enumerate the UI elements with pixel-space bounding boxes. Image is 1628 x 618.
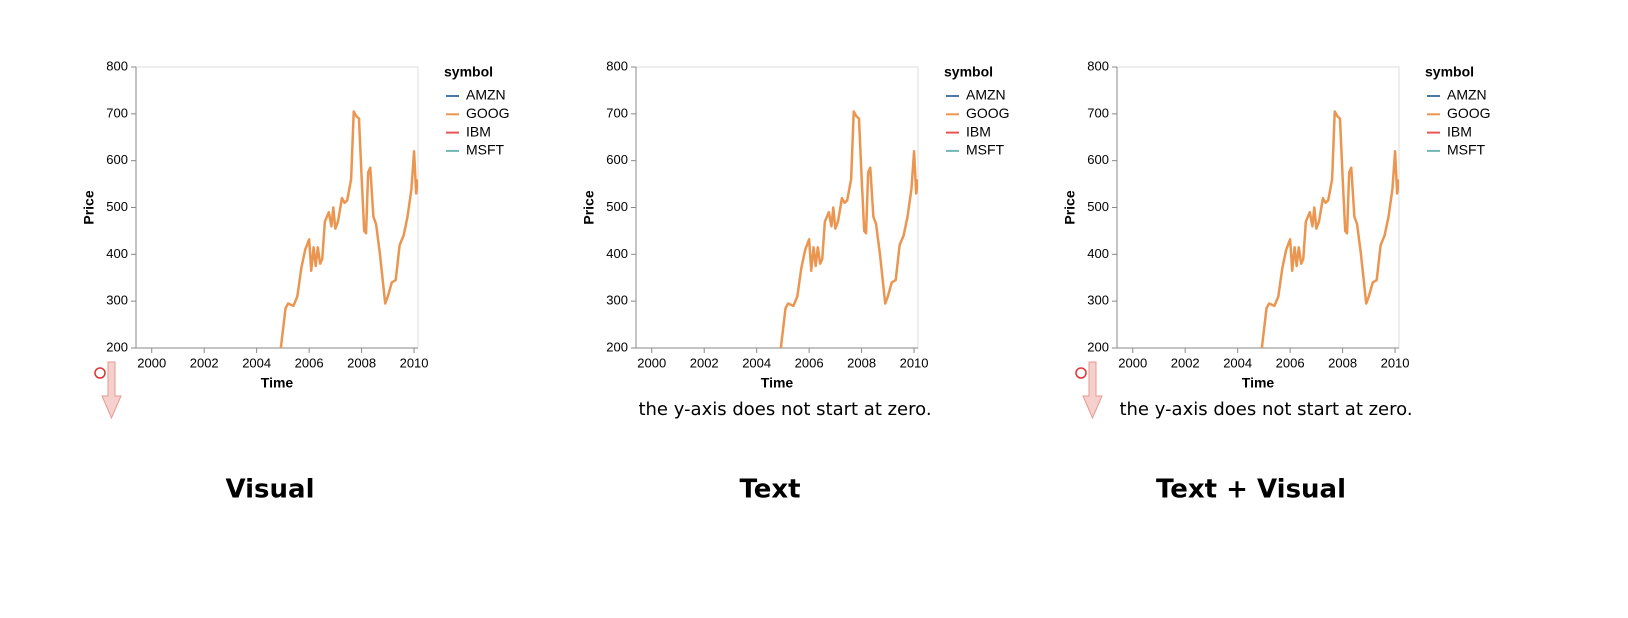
x-tick-label: 2008	[847, 355, 876, 370]
legend-label: MSFT	[466, 142, 505, 158]
plot-frame	[635, 66, 919, 349]
x-tick-label: 2000	[1118, 355, 1147, 370]
annotation: the y-axis does not start at zero.	[1119, 399, 1412, 420]
x-tick-label: 2002	[190, 355, 219, 370]
x-tick-label: 2004	[242, 355, 271, 370]
series-line	[779, 110, 918, 348]
y-tick-label: 800	[106, 58, 128, 73]
x-tick-label: 2002	[1171, 355, 1200, 370]
y-axis-title: Price	[581, 190, 597, 224]
x-tick-label: 2010	[1381, 355, 1410, 370]
y-axis-title: Price	[81, 190, 97, 224]
x-tick-label: 2008	[1328, 355, 1357, 370]
legend-title: symbol	[944, 64, 993, 80]
x-tick-label: 2006	[295, 355, 324, 370]
y-tick-label: 400	[1087, 246, 1109, 261]
legend-title: symbol	[1425, 64, 1474, 80]
annotation: the y-axis does not start at zero.	[638, 399, 931, 420]
x-axis-title: Time	[261, 375, 294, 391]
panel-caption: Text + Visual	[1156, 475, 1346, 505]
legend-label: AMZN	[1447, 87, 1487, 103]
y-tick-label: 700	[1087, 105, 1109, 120]
cue-circle	[1075, 367, 1087, 379]
legend-label: MSFT	[966, 142, 1005, 158]
y-tick-label: 800	[1087, 58, 1109, 73]
y-tick-label: 700	[106, 105, 128, 120]
series-line	[279, 110, 418, 348]
y-axis-title: Price	[1062, 190, 1078, 224]
plot-frame	[1116, 66, 1400, 349]
legend-label: IBM	[966, 123, 991, 139]
y-tick-label: 300	[1087, 293, 1109, 308]
y-tick-label: 500	[106, 199, 128, 214]
x-tick-label: 2004	[742, 355, 771, 370]
y-tick-label: 600	[106, 152, 128, 167]
legend-label: AMZN	[466, 87, 506, 103]
y-tick-label: 600	[606, 152, 628, 167]
x-tick-label: 2006	[1276, 355, 1305, 370]
y-tick-label: 300	[106, 293, 128, 308]
legend-label: GOOG	[1447, 105, 1491, 121]
x-tick-label: 2002	[690, 355, 719, 370]
x-axis-title: Time	[761, 375, 794, 391]
y-tick-label: 400	[106, 246, 128, 261]
cue-arrow	[101, 361, 122, 420]
series-line	[1260, 110, 1399, 348]
y-tick-label: 500	[606, 199, 628, 214]
y-tick-label: 700	[606, 105, 628, 120]
y-tick-label: 200	[1087, 339, 1109, 354]
panel-caption: Visual	[225, 475, 314, 505]
x-tick-label: 2010	[400, 355, 429, 370]
y-tick-label: 400	[606, 246, 628, 261]
x-axis-title: Time	[1242, 375, 1275, 391]
legend-label: MSFT	[1447, 142, 1486, 158]
y-tick-label: 600	[1087, 152, 1109, 167]
legend-label: IBM	[466, 123, 491, 139]
x-tick-label: 2000	[637, 355, 666, 370]
legend-label: IBM	[1447, 123, 1472, 139]
y-tick-label: 200	[106, 339, 128, 354]
x-tick-label: 2010	[900, 355, 929, 370]
x-tick-label: 2004	[1223, 355, 1252, 370]
cue-circle	[94, 367, 106, 379]
legend-label: GOOG	[466, 105, 510, 121]
x-tick-label: 2008	[347, 355, 376, 370]
legend-label: GOOG	[966, 105, 1010, 121]
y-tick-label: 500	[1087, 199, 1109, 214]
panel-caption: Text	[739, 475, 800, 505]
plot-frame	[135, 66, 419, 349]
x-tick-label: 2000	[137, 355, 166, 370]
legend-label: AMZN	[966, 87, 1006, 103]
y-tick-label: 800	[606, 58, 628, 73]
y-tick-label: 200	[606, 339, 628, 354]
cue-arrow	[1082, 361, 1103, 420]
y-tick-label: 300	[606, 293, 628, 308]
legend-title: symbol	[444, 64, 493, 80]
x-tick-label: 2006	[795, 355, 824, 370]
